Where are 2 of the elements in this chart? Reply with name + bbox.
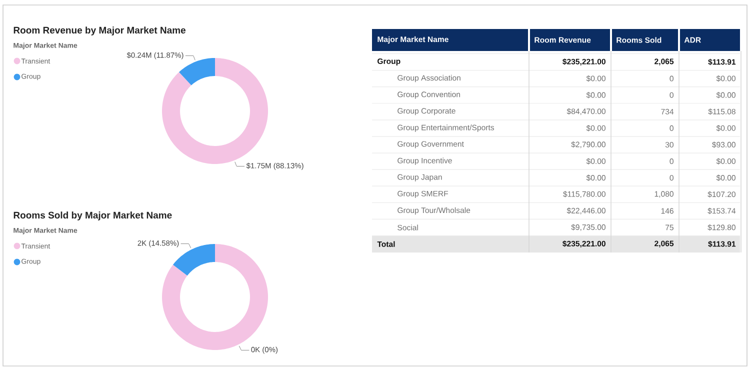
chart-title: Room Revenue by Major Market Name	[14, 26, 186, 36]
chart-title: Rooms Sold by Major Market Name	[14, 212, 172, 220]
